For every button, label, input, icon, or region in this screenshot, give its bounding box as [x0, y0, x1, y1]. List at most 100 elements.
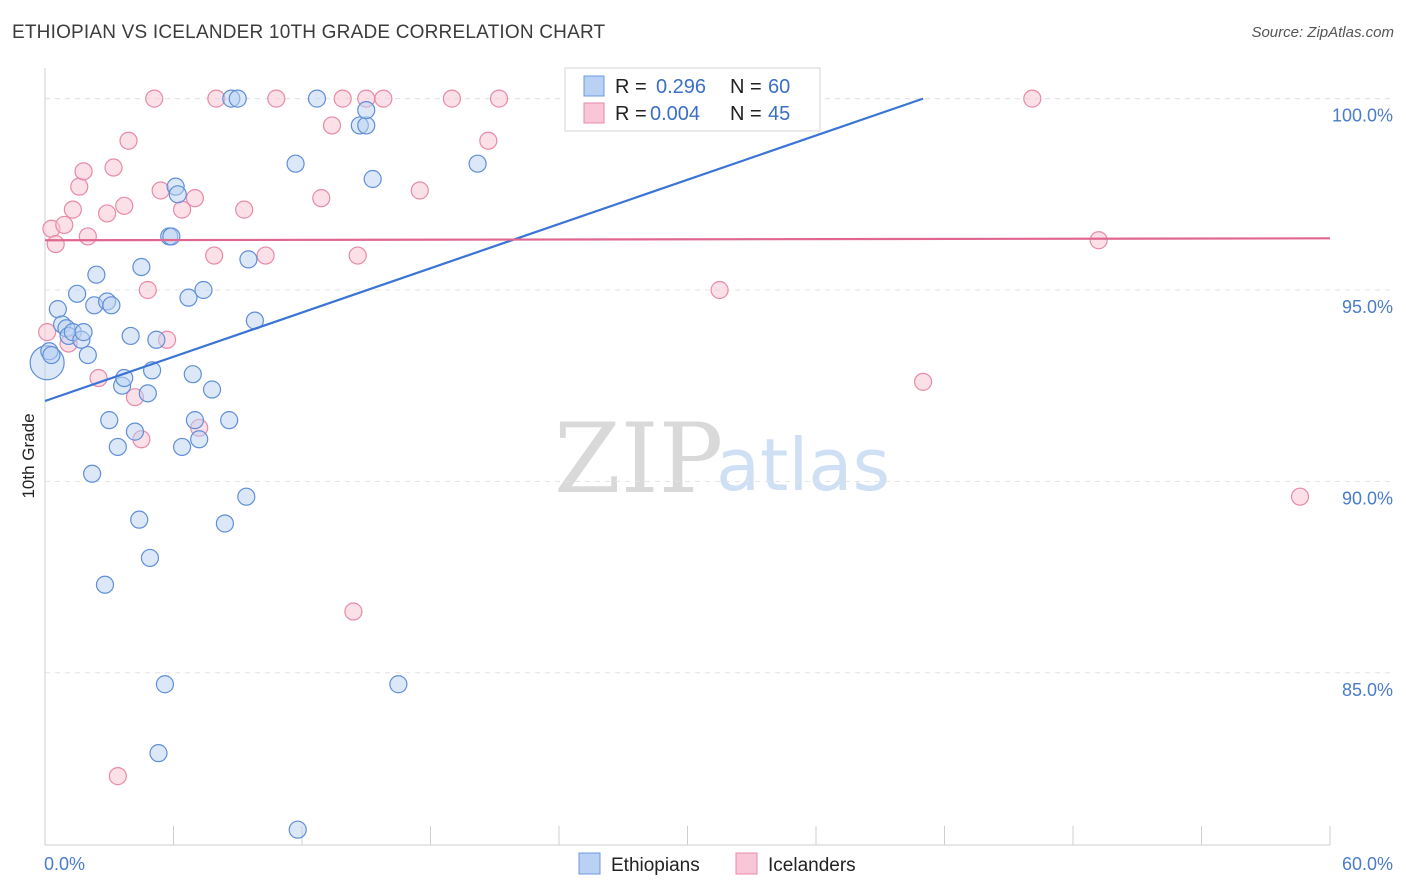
icelanders-point: [78, 227, 97, 246]
ethiopians-point: [172, 437, 192, 457]
legend-r-value-2: 0.004: [650, 103, 700, 125]
icelanders-point: [38, 323, 57, 342]
ethiopians-point: [130, 510, 149, 529]
icelanders-point: [333, 89, 352, 108]
icelanders-point: [322, 116, 342, 135]
ethiopians-point: [190, 430, 209, 449]
icelanders-point: [235, 200, 254, 219]
ethiopians-point: [147, 330, 166, 349]
chart-title: ETHIOPIAN VS ICELANDER 10TH GRADE CORREL…: [12, 22, 606, 43]
icelanders-point: [108, 767, 127, 786]
bottom-legend-swatch-ethiopians: [578, 852, 601, 875]
ethiopians-point: [288, 820, 307, 839]
ethiopians-point: [95, 575, 115, 594]
icelanders-point: [489, 89, 509, 108]
ethiopians-point: [102, 296, 121, 315]
bottom-legend-label-icelanders: Icelanders: [768, 855, 856, 876]
y-tick-label: 85.0%: [1342, 680, 1393, 700]
stats-legend-box: [564, 67, 821, 132]
icelanders-point: [374, 89, 393, 108]
gridlines: [45, 98, 1390, 674]
watermark-zip: ZIP: [554, 403, 723, 515]
ethiopians-point: [68, 284, 87, 303]
series-legend: Ethiopians Icelanders: [578, 852, 856, 876]
icelanders-point: [256, 246, 275, 265]
ethiopians-point: [132, 257, 151, 277]
x-tick-marks: [44, 826, 1331, 845]
x-tick-label-max: 60.0%: [1342, 854, 1393, 874]
ethiopians-point: [108, 437, 127, 457]
y-tick-label: 95.0%: [1342, 297, 1393, 317]
icelanders-point: [115, 196, 134, 215]
ethiopians-point: [286, 154, 305, 173]
icelanders-point: [344, 602, 363, 621]
ethiopians-point: [83, 464, 102, 483]
icelanders-point: [119, 131, 138, 150]
ethiopians-point: [155, 675, 175, 694]
ethiopians-point: [149, 744, 168, 763]
icelanders-point: [913, 372, 933, 391]
ethiopians-point: [185, 411, 205, 430]
icelanders-trend-line: [44, 237, 1331, 242]
ethiopians-point: [115, 368, 134, 388]
legend-n-value-1: 60: [768, 76, 790, 98]
icelanders-point: [98, 204, 117, 223]
ethiopians-point: [100, 411, 119, 430]
ethiopians-point: [168, 185, 187, 204]
icelanders-point: [151, 181, 170, 200]
ethiopians-point: [202, 380, 222, 399]
y-tick-label: 90.0%: [1342, 488, 1393, 508]
x-tick-label-min: 0.0%: [44, 854, 85, 874]
bottom-legend-swatch-icelanders: [735, 852, 758, 875]
ethiopians-trend-line: [44, 97, 924, 403]
ethiopians-point: [121, 326, 140, 346]
ethiopians-point: [183, 365, 202, 384]
icelanders-point: [410, 181, 429, 200]
icelanders-point: [138, 280, 157, 300]
ethiopians-point: [138, 384, 157, 403]
ethiopians-point: [42, 345, 61, 365]
legend-n-label-1: N =: [730, 76, 762, 98]
icelanders-point: [312, 189, 331, 208]
legend-n-label-2: N =: [730, 103, 762, 125]
ethiopians-point: [239, 250, 258, 269]
icelanders-point: [348, 246, 367, 265]
trend-lines: [44, 97, 1331, 403]
ethiopians-point: [215, 514, 234, 533]
icelanders-point: [74, 162, 93, 181]
ethiopians-point: [389, 675, 408, 694]
ethiopians-point: [140, 548, 160, 568]
ethiopians-point: [162, 227, 181, 246]
ethiopians-point: [125, 422, 145, 441]
icelanders-point: [55, 215, 74, 235]
y-tick-labels: 85.0% 90.0% 95.0% 100.0%: [1332, 106, 1393, 700]
icelanders-point: [1023, 89, 1042, 108]
source-label: Source: ZipAtlas.com: [1251, 24, 1394, 41]
icelanders-point: [89, 368, 108, 388]
ethiopians-point: [228, 89, 247, 108]
ethiopians-point: [237, 487, 256, 506]
legend-r-label-2: R =: [615, 103, 647, 125]
legend-r-label-1: R =: [615, 76, 647, 98]
legend-swatch-icelanders: [583, 102, 605, 124]
ethiopians-point: [179, 288, 198, 307]
stats-legend: R = 0.296 N = 60 R = 0.004 N = 45: [564, 67, 821, 132]
ethiopians-point: [78, 345, 97, 365]
ethiopians-point: [357, 101, 376, 120]
icelanders-point: [185, 189, 205, 208]
ethiopians-point: [220, 411, 239, 430]
y-axis-title: 10th Grade: [19, 413, 38, 498]
icelanders-point: [205, 246, 224, 265]
ethiopians-point: [468, 154, 487, 173]
ethiopians-point: [363, 169, 382, 189]
icelanders-point: [1290, 487, 1310, 506]
icelanders-point: [479, 131, 498, 150]
ethiopians-point: [74, 323, 93, 342]
icelanders-point: [63, 200, 82, 219]
icelanders-point: [46, 234, 65, 254]
watermark-atlas: atlas: [716, 423, 890, 507]
legend-swatch-ethiopians: [583, 75, 605, 97]
icelanders-point: [1089, 231, 1108, 250]
icelanders-point: [70, 177, 89, 196]
